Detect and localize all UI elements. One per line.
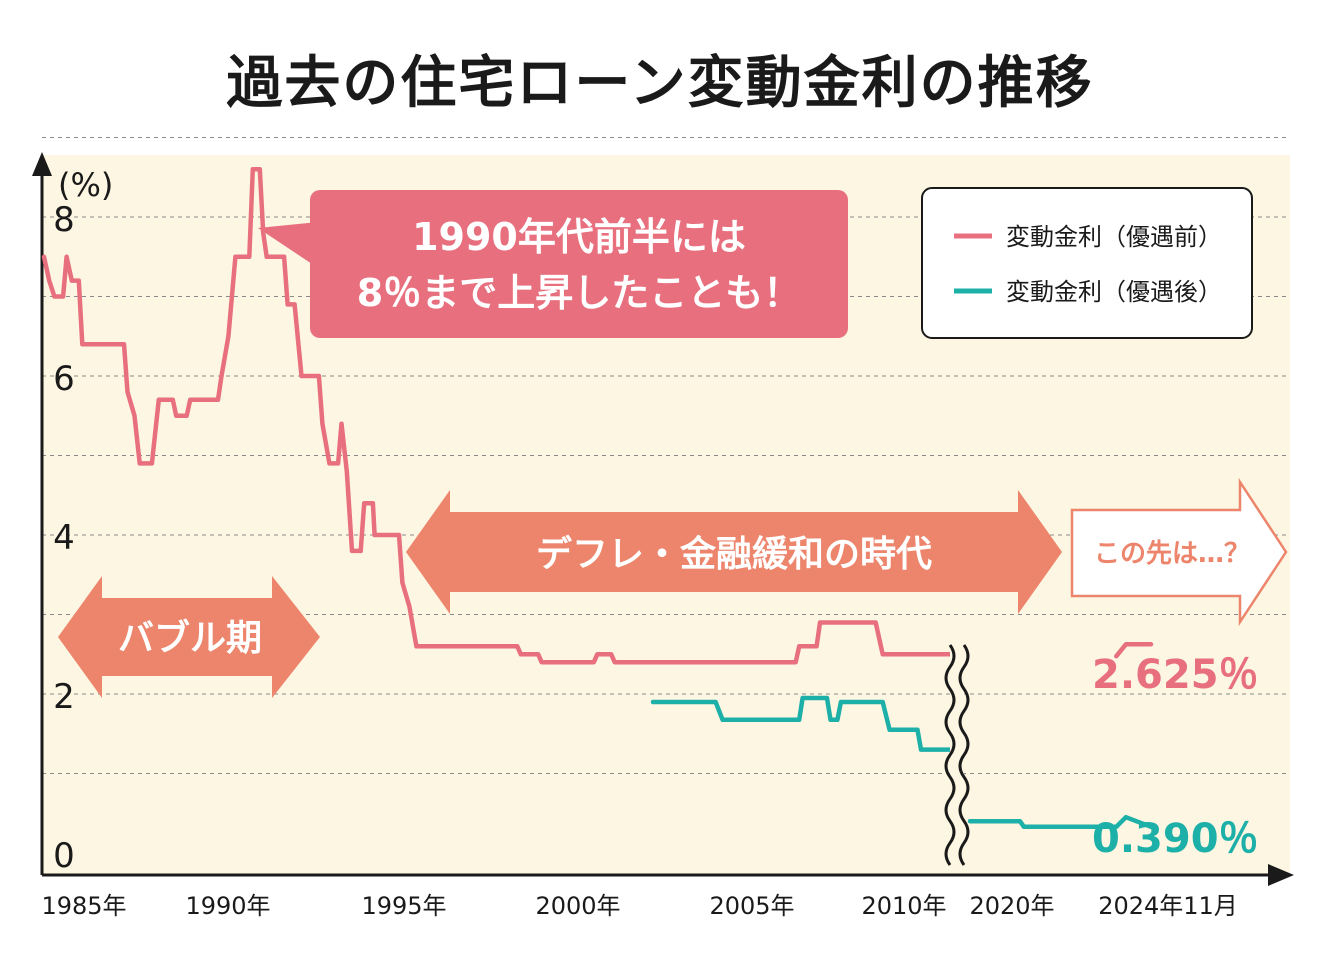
x-tick-labels: 1985年 1990年 1995年 2000年 2005年 2010年 2020年 2024年… bbox=[41, 892, 1237, 920]
page-title: 過去の住宅ローン変動金利の推移 bbox=[226, 51, 1094, 116]
end-label-after-discount: 0.390％ bbox=[1092, 816, 1259, 862]
deflation-period-arrow bbox=[406, 490, 1062, 614]
x-tick-label: 1995年 bbox=[361, 892, 446, 920]
callout-box bbox=[310, 190, 848, 338]
x-tick-label: 2005年 bbox=[709, 892, 794, 920]
x-tick-label: 2020年 bbox=[969, 892, 1054, 920]
callout-line-2: 8％まで上昇したことも！ bbox=[357, 271, 801, 315]
axis-break-wave-0 bbox=[944, 644, 956, 866]
axis-break-wave-1 bbox=[958, 644, 970, 866]
y-tick-label: 2 bbox=[53, 677, 75, 717]
series-line-1-part-0 bbox=[650, 695, 962, 752]
y-tick-label: 6 bbox=[53, 359, 75, 399]
x-tick-label: 1985年 bbox=[41, 892, 126, 920]
deflation-period-label: デフレ・金融緩和の時代 bbox=[536, 533, 932, 575]
legend-label-before: 変動金利（優遇前） bbox=[1006, 223, 1222, 251]
y-axis-label: (%) bbox=[58, 166, 113, 204]
y-axis-arrow bbox=[32, 152, 52, 176]
series-layer bbox=[41, 167, 1154, 830]
axis-break bbox=[944, 640, 970, 866]
x-axis-arrow bbox=[1268, 864, 1294, 886]
future-arrow bbox=[1070, 477, 1288, 627]
callout-pointer bbox=[258, 222, 318, 268]
series-line-1-part-1 bbox=[967, 814, 1154, 830]
y-tick-labels: 0 2 4 6 8 bbox=[53, 200, 75, 876]
x-tick-label: 1990年 bbox=[185, 892, 270, 920]
bubble-period-label: バブル期 bbox=[118, 617, 262, 659]
y-tick-label: 0 bbox=[53, 836, 75, 876]
x-tick-label: 2010年 bbox=[861, 892, 946, 920]
callout-line-1: 1990年代前半には bbox=[412, 215, 746, 259]
legend-box bbox=[921, 187, 1253, 339]
series-line-0-part-0 bbox=[41, 167, 962, 665]
bubble-period-arrow bbox=[58, 576, 320, 698]
legend-label-after: 変動金利（優遇後） bbox=[1006, 278, 1222, 306]
end-label-before-discount: 2.625％ bbox=[1092, 652, 1259, 698]
x-tick-label: 2000年 bbox=[535, 892, 620, 920]
y-tick-label: 8 bbox=[53, 200, 75, 240]
y-tick-label: 4 bbox=[53, 518, 75, 558]
x-tick-label: 2024年11月 bbox=[1098, 892, 1238, 920]
series-line-0-part-1 bbox=[1114, 642, 1154, 659]
legend: 変動金利（優遇前） 変動金利（優遇後） bbox=[921, 187, 1253, 339]
future-label: この先は…？ bbox=[1094, 539, 1250, 569]
